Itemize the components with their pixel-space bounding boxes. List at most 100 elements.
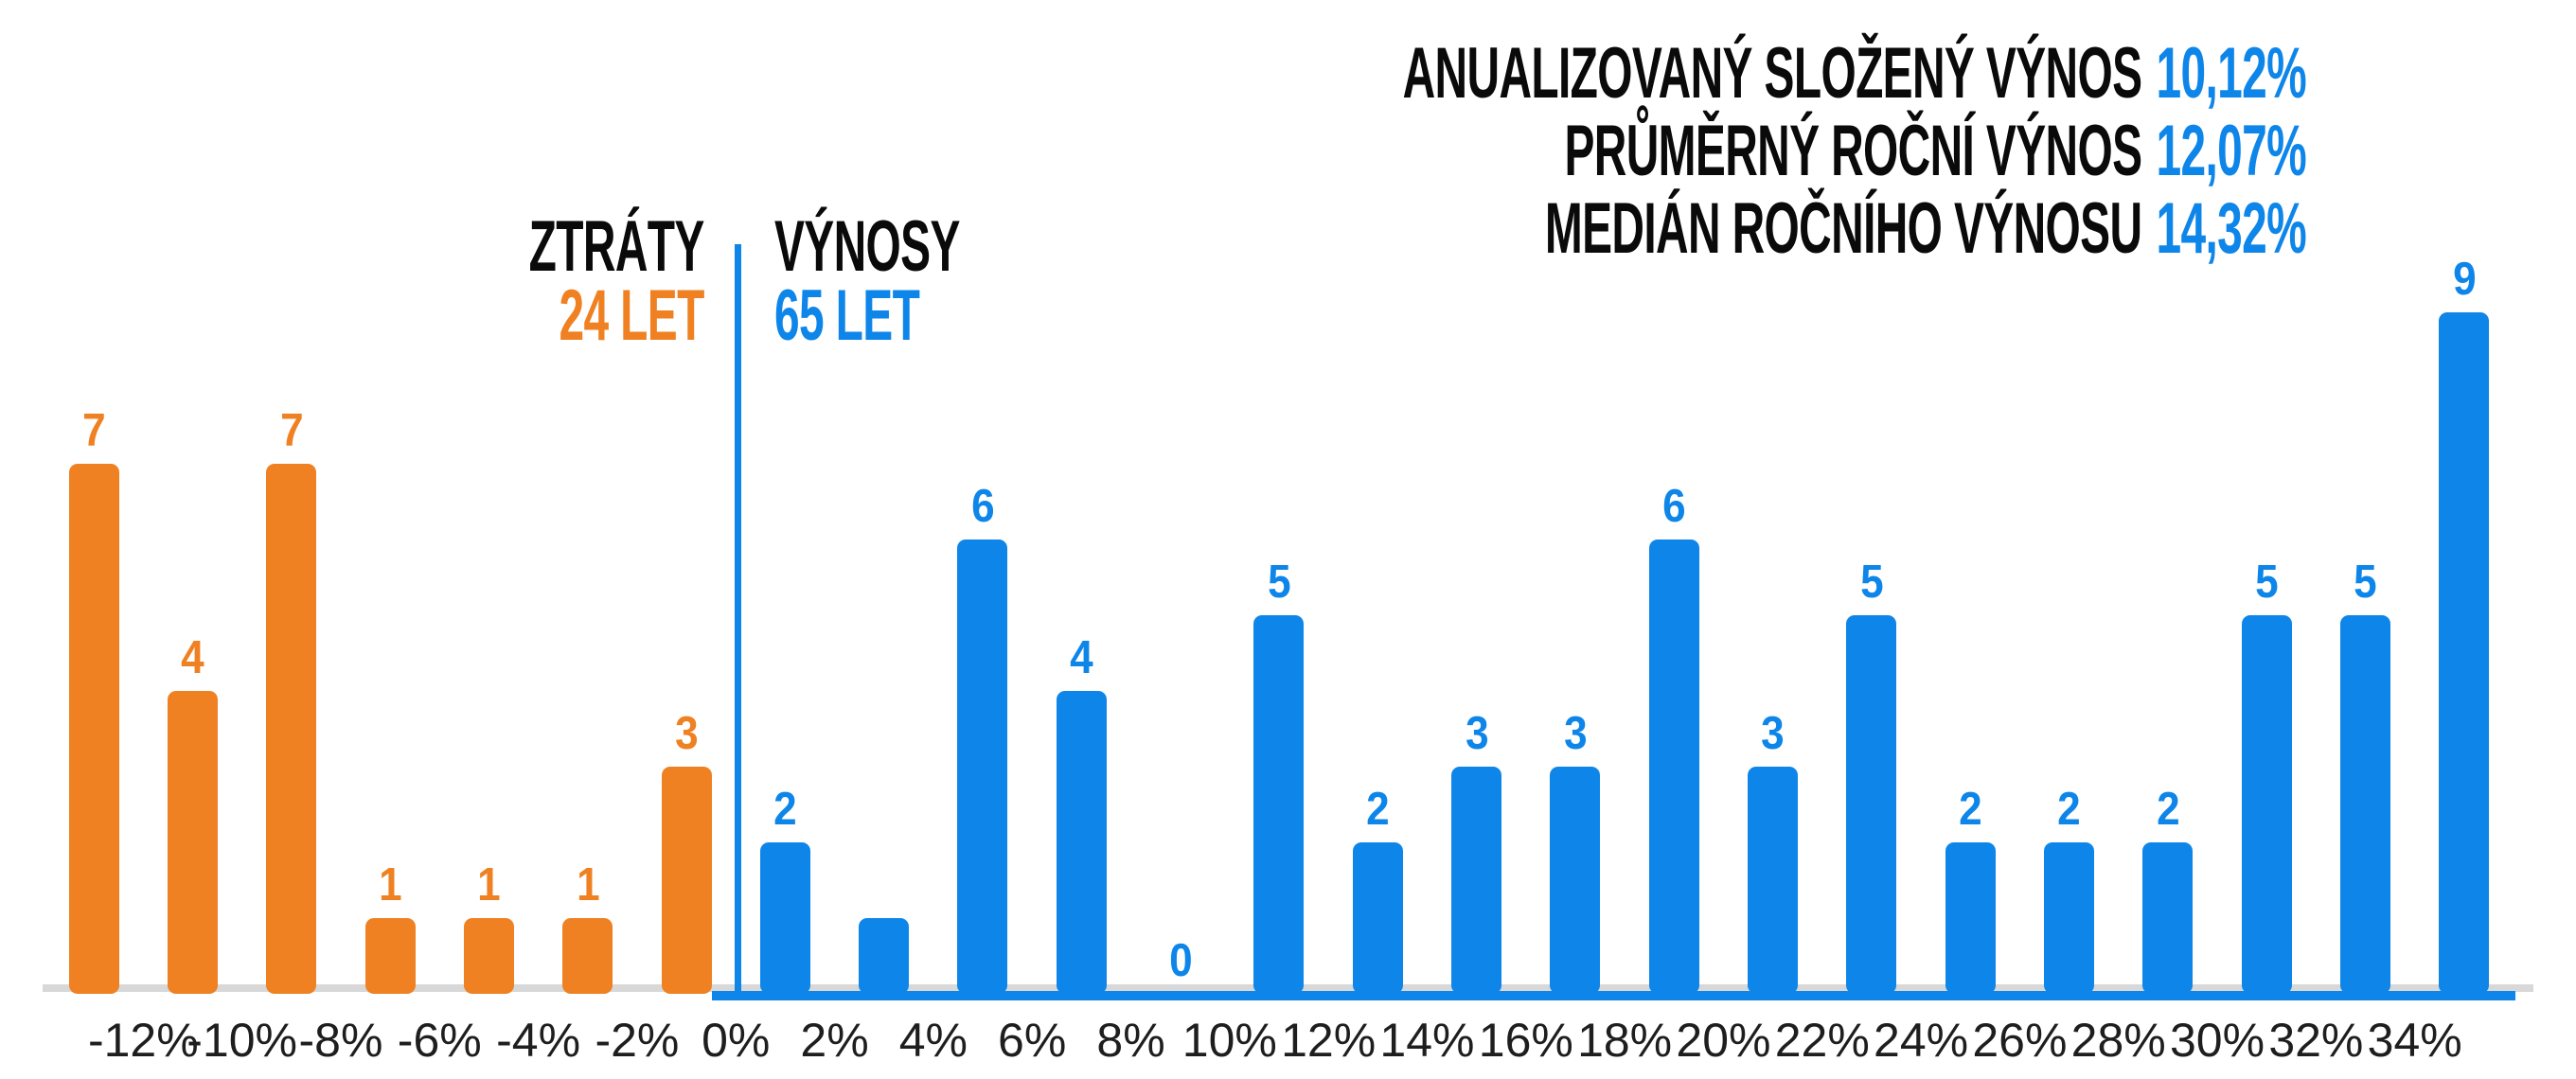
gains-axis-line [712,991,2515,1000]
gain-bar: 5 [1846,559,1897,994]
gain-bar: 4 [1056,635,1107,994]
gain-bar: 9 [2439,256,2490,994]
gains-title: VÝNOSY [774,206,960,287]
histogram-bin: 5 [1822,312,1921,994]
bar-value-label: 5 [2354,557,2378,608]
losses-subtitle: 24 LET [559,275,705,356]
bar-value-label: 1 [576,859,600,911]
bar-value-label: 7 [82,405,106,456]
x-axis-tick-label: 16% [1478,1014,1573,1067]
x-axis-tick-label: 4% [898,1014,968,1067]
bar-value-label: 3 [1761,708,1785,759]
x-axis-tick-label: -4% [496,1014,581,1067]
histogram-bin: 6 [1625,312,1723,994]
x-axis-tick-label: 0% [702,1014,771,1067]
loss-bar: 1 [364,862,416,994]
losses-legend: ZTRÁTY 24 LET [528,206,705,356]
histogram-bin [835,312,933,994]
bar-value-label: 2 [773,784,798,835]
bar-value-label: 5 [1859,557,1884,608]
x-axis-tick-label: 12% [1281,1014,1377,1067]
x-axis-tick-label: -2% [595,1014,680,1067]
bar-value-label: 6 [971,481,995,532]
x-axis-labels: -12% -10% -8% -6% -4% -2% 0% 2% 4% 6% 8% 10% 12% 14% 1… [44,1012,2514,1072]
histogram-bin: 5 [1230,312,1328,994]
losses-title: ZTRÁTY [528,206,705,287]
histogram-bin: 5 [2316,312,2414,994]
bar-value-label: 6 [1662,481,1686,532]
gain-bar [859,918,910,994]
histogram-bin: 2 [2119,312,2217,994]
loss-bar: 1 [562,862,613,994]
bar-value-label: 5 [1268,557,1291,608]
histogram-bars: 7 4 7 1 1 1 3 2 6 4 0 5 2 3 3 6 3 5 2 2 2 5 5 9 [44,256,2514,994]
bar-value-label: 1 [379,859,402,911]
x-axis-tick-label: 34% [2367,1014,2462,1067]
bar-value-label: 0 [1168,935,1193,986]
histogram-bin: 4 [1032,312,1130,994]
histogram-bin: 7 [44,312,143,994]
histogram-bin: 3 [1526,312,1625,994]
x-axis-tick-label: 24% [1874,1014,1969,1067]
loss-bar: 7 [266,408,317,994]
histogram-bin: 0 [1130,312,1229,994]
loss-bar: 1 [463,862,514,994]
x-axis-tick-label: 30% [2169,1014,2265,1067]
stat-value: 14,32% [2156,188,2306,269]
bar-value-label: 1 [477,859,502,911]
histogram-bin: 2 [2019,312,2118,994]
x-axis-tick-label: -12% [87,1014,199,1067]
histogram-bin: 3 [637,312,736,994]
zero-divider-line [735,244,741,998]
gain-bar: 3 [1451,711,1502,994]
histogram-bin: 1 [439,312,538,994]
gain-bar: 2 [1945,787,1996,994]
x-axis-tick-label: 32% [2268,1014,2364,1067]
histogram-bin: 3 [1427,312,1525,994]
histogram-bin: 3 [1723,312,1821,994]
gain-bar: 2 [2142,787,2194,994]
gain-bar: 3 [1747,711,1798,994]
histogram-bin: 4 [143,312,241,994]
x-axis-tick-label: -8% [298,1014,383,1067]
gain-bar: 6 [957,484,1008,994]
bar-value-label: 4 [1070,632,1093,683]
x-axis-tick-label: -6% [397,1014,482,1067]
gain-bar: 6 [1648,484,1699,994]
gains-subtitle: 65 LET [774,275,920,356]
x-axis-tick-label: 18% [1577,1014,1673,1067]
bar-value-label: 3 [675,708,699,759]
histogram-bin: 1 [341,312,439,994]
loss-bar: 7 [68,408,119,994]
bar-value-label: 4 [181,632,205,683]
loss-bar: 3 [661,711,712,994]
loss-bar: 4 [167,635,218,994]
gains-legend: VÝNOSY 65 LET [774,206,960,356]
x-axis-tick-label: 20% [1676,1014,1771,1067]
stat-label: ANUALIZOVANÝ SLOŽENÝ VÝNOS [1402,33,2142,114]
stat-value: 10,12% [2156,33,2306,114]
x-axis-tick-label: 22% [1774,1014,1870,1067]
stat-value: 12,07% [2156,111,2306,191]
gain-bar: 5 [1253,559,1305,994]
gain-bar: 3 [1550,711,1601,994]
bar-value-label: 2 [2057,784,2082,835]
x-axis-tick-label: 8% [1096,1014,1165,1067]
bar-value-label: 2 [2156,784,2180,835]
histogram-bin: 9 [2415,256,2514,994]
bar-value-label: 7 [279,405,304,456]
histogram-bin: 6 [933,312,1032,994]
stat-line-average: PRŮMĚRNÝ ROČNÍ VÝNOS 12,07% [1402,113,2306,190]
bar-value-label: 2 [1366,784,1390,835]
summary-stats: ANUALIZOVANÝ SLOŽENÝ VÝNOS 10,12% PRŮMĚRN… [1402,35,2306,268]
histogram-bin: 2 [1328,312,1427,994]
gain-bar: 2 [2043,787,2094,994]
x-axis-tick-label: 26% [1972,1014,2068,1067]
gain-bar: 2 [1352,787,1403,994]
gain-bar: 5 [2241,559,2292,994]
x-axis-tick-label: 6% [998,1014,1067,1067]
bar-value-label: 2 [1959,784,1982,835]
histogram-bin: 7 [242,312,341,994]
x-axis-tick-label: 10% [1181,1014,1277,1067]
